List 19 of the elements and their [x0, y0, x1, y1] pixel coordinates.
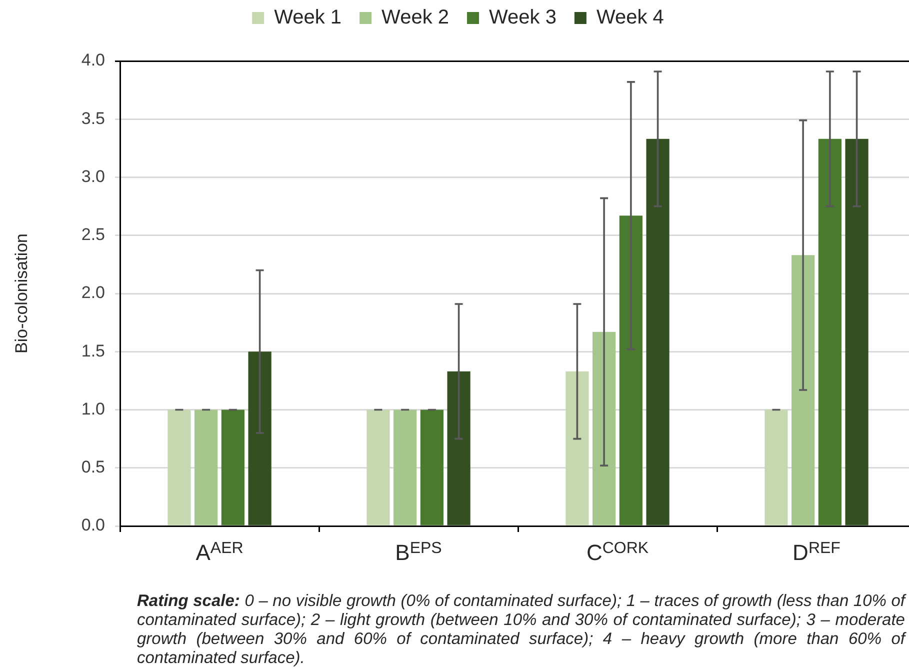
y-tick-label: 4.0 [81, 50, 105, 70]
y-tick-label: 3.0 [81, 166, 105, 186]
y-tick-label: 1.5 [81, 341, 105, 360]
x-tick-label: C$^{CORK}$ [586, 540, 649, 566]
legend-label: Week 4 [596, 6, 664, 29]
x-tick-label: A$^{AER}$ [196, 540, 244, 566]
y-tick-label: 3.5 [81, 108, 105, 128]
legend-label: Week 3 [489, 6, 556, 29]
text: Rating scale: 0 – no visible growth (0% of contaminated surface); 1 – traces of growth (less than 10% of contaminated surface); 2 – light growth (between 10% and 30% of contaminated surface); 3 – moderate growth (between 30% and 60% of contaminated surface); 4 – heavy growth (more than 60% of contaminated surface). [137, 592, 905, 668]
legend-label: Week 1 [274, 6, 342, 29]
legend-label: Week 2 [382, 6, 450, 29]
y-axis-title: Bio-colonisation [12, 233, 31, 354]
y-tick-label: 1.0 [81, 399, 105, 418]
y-tick-label: 2.0 [81, 283, 105, 302]
y-tick-label: 0.0 [81, 516, 105, 535]
y-tick-label: 0.5 [81, 458, 105, 477]
x-tick-label: D$^{REF}$ [792, 540, 840, 566]
x-tick-label: B$^{EPS}$ [395, 540, 442, 566]
y-tick-label: 2.5 [81, 225, 105, 244]
